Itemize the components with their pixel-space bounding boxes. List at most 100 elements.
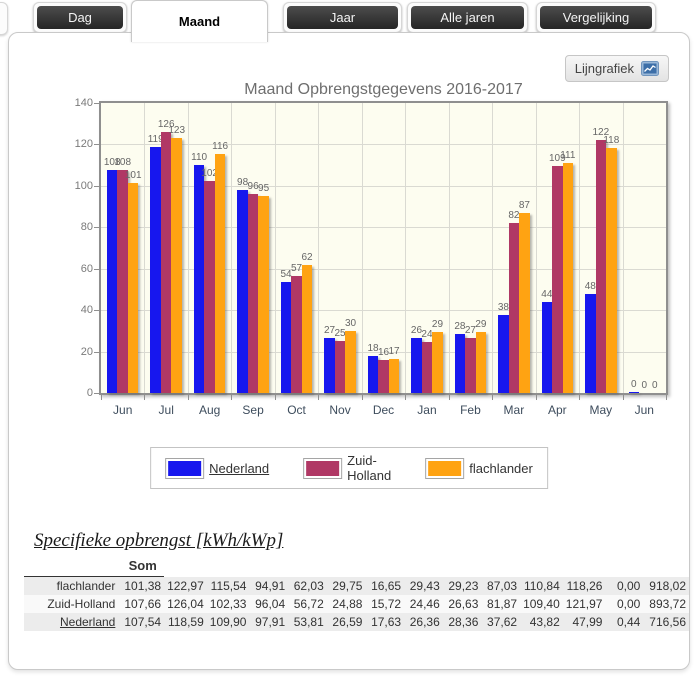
table-cell: 115,54 [210, 578, 247, 593]
row-label-flachlander: flachlander [56, 579, 116, 593]
y-axis-label: 20 [80, 345, 93, 358]
bar-flachlander-feb-8 [475, 332, 487, 393]
x-tick [622, 395, 624, 400]
table-cell: 110,84 [523, 578, 560, 593]
table-cell: 29,43 [409, 578, 440, 593]
bar-value-label: 29 [475, 319, 487, 331]
v-gridline [144, 103, 146, 393]
h-gridline [101, 351, 666, 353]
x-axis-label-may-11: May [589, 403, 613, 417]
tab-vergelijking[interactable]: Vergelijking [536, 2, 656, 33]
bar-nederland-oct-4 [280, 281, 292, 393]
tab-dag[interactable]: Dag [33, 2, 127, 33]
bar-flachlander-oct-4 [301, 264, 313, 393]
bar-value-label: 123 [168, 125, 186, 137]
bar-nederland-feb-8 [454, 334, 466, 393]
line-chart-icon [641, 61, 659, 76]
bar-value-label: 0 [641, 380, 648, 391]
y-tick [94, 103, 100, 104]
bar-value-label: 87 [518, 199, 530, 211]
header-empty [404, 557, 443, 577]
tab-label: Dag [37, 6, 123, 29]
legend-item-nederland[interactable]: Nederland [165, 457, 269, 479]
bar-value-label: 116 [212, 140, 229, 152]
line-chart-button-label: Lijngrafiek [574, 61, 634, 76]
tab-cropped[interactable] [0, 2, 8, 35]
table-cell: 893,72 [649, 597, 686, 611]
table-cell: 118,26 [566, 578, 603, 593]
header-empty [520, 557, 563, 577]
bar-nederland-mar-9 [498, 315, 509, 393]
bar-zuid-holland-feb-8 [465, 337, 476, 393]
table-cell: 918,02 [649, 578, 686, 593]
x-tick [144, 395, 146, 400]
tab-jaar[interactable]: Jaar [283, 2, 402, 33]
bar-zuid-holland-nov-5 [334, 341, 346, 393]
x-axis-label-oct-4: Oct [287, 403, 306, 417]
y-axis-label: 100 [74, 179, 93, 192]
x-axis-label-jun-12: Jun [634, 403, 654, 417]
bar-value-label: 102 [201, 168, 218, 180]
header-empty [643, 557, 689, 577]
plot-area: 108 119 110 98 54 27 18 26 28 38 44 48 0 108 126 102 96 5… [99, 101, 668, 395]
line-chart-button[interactable]: Lijngrafiek [564, 55, 669, 82]
x-axis-label-jan-7: Jan [417, 403, 437, 417]
x-axis-label-dec-6: Dec [372, 403, 395, 417]
legend-item-zuid-holland[interactable]: Zuid-Holland [303, 453, 391, 483]
table-cell: 107,66 [124, 597, 162, 611]
bar-value-label: 28 [454, 321, 466, 333]
bar-value-label: 38 [497, 302, 509, 314]
legend-label: flachlander [469, 460, 533, 476]
v-gridline [187, 103, 189, 393]
legend-label: Zuid-Holland [347, 453, 392, 483]
header-empty [563, 557, 606, 577]
table-cell: 24,88 [332, 597, 363, 611]
row-label-zuid-holland: Zuid-Holland [47, 597, 116, 611]
table-cell: 15,72 [371, 597, 402, 611]
bar-value-label: 98 [237, 177, 249, 189]
x-tick [231, 395, 233, 400]
x-tick [666, 395, 667, 400]
table-cell: 53,81 [293, 615, 324, 629]
bar-flachlander-apr-10 [562, 163, 574, 393]
x-tick [448, 395, 450, 400]
v-gridline [361, 103, 363, 393]
table-cell: 56,72 [293, 597, 324, 611]
table-cell: 24,46 [409, 597, 440, 611]
bar-value-label: 48 [584, 280, 596, 292]
content-panel: Lijngrafiek Maand Opbrengstgegevens 2016… [8, 32, 690, 670]
bar-value-label: 101 [124, 169, 142, 181]
bar-value-label: 18 [367, 343, 379, 355]
chart-legend: Nederland Zuid-Holland flachlander [150, 447, 548, 489]
tab-label: Alle jaren [411, 6, 524, 29]
bar-nederland-jan-7 [411, 338, 422, 393]
table-cell: 122,97 [167, 578, 204, 593]
table-heading: Specifieke opbrengst [kWh/kWp] [34, 530, 284, 551]
bar-value-label: 95 [258, 183, 270, 195]
x-tick [579, 395, 581, 400]
tab-label: Vergelijking [540, 6, 652, 29]
bar-flachlander-jun-0 [127, 183, 139, 393]
tab-maand[interactable]: Maand [131, 0, 268, 42]
table-cell: 96,04 [255, 597, 286, 611]
h-gridline [101, 268, 666, 270]
bar-zuid-holland-dec-6 [378, 360, 389, 393]
bar-value-label: 17 [388, 345, 400, 357]
v-gridline [535, 103, 537, 393]
header-empty [605, 557, 643, 577]
x-axis-label-jul-1: Jul [158, 403, 174, 417]
bar-nederland-apr-10 [541, 302, 553, 393]
table-cell: 121,97 [565, 597, 603, 611]
bar-value-label: 96 [247, 181, 259, 193]
bar-value-label: 122 [592, 127, 610, 139]
x-tick [318, 395, 320, 400]
table-cell: 47,99 [572, 615, 603, 629]
h-gridline [101, 310, 666, 312]
h-gridline [101, 185, 666, 187]
legend-item-flachlander[interactable]: flachlander [425, 457, 533, 479]
bar-value-label: 119 [147, 134, 164, 146]
header-empty [207, 557, 250, 577]
table-cell: 109,40 [523, 597, 560, 611]
row-label-nederland[interactable]: Nederland [59, 615, 116, 629]
tab-alle-jaren[interactable]: Alle jaren [407, 2, 528, 33]
